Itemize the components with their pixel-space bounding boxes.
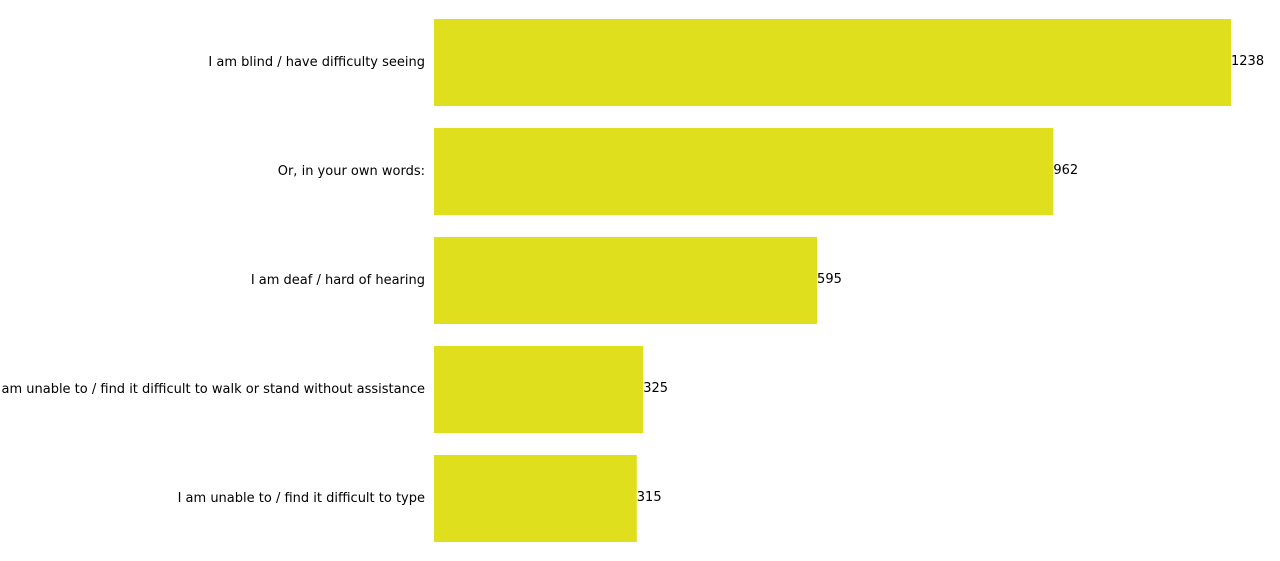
bar bbox=[434, 128, 1054, 215]
category-label: I am unable to / find it difficult to wa… bbox=[0, 382, 425, 397]
category-label: I am blind / have difficulty seeing bbox=[208, 55, 425, 70]
category-label: I am unable to / find it difficult to ty… bbox=[178, 491, 425, 506]
bar bbox=[434, 19, 1231, 106]
value-label: 315 bbox=[637, 490, 662, 505]
value-label: 325 bbox=[643, 381, 668, 396]
category-label: Or, in your own words: bbox=[278, 164, 425, 179]
bar bbox=[434, 346, 644, 433]
value-label: 962 bbox=[1053, 163, 1078, 178]
bar bbox=[434, 237, 818, 324]
bar bbox=[434, 455, 637, 542]
value-label: 1238 bbox=[1231, 54, 1264, 69]
category-label: I am deaf / hard of hearing bbox=[251, 273, 425, 288]
value-label: 595 bbox=[817, 272, 842, 287]
